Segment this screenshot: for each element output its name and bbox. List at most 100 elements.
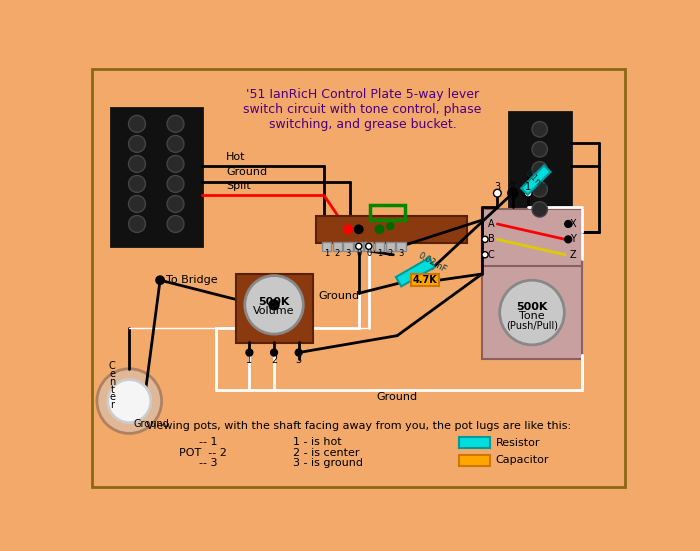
- Circle shape: [565, 236, 571, 242]
- Circle shape: [532, 142, 547, 157]
- Circle shape: [532, 182, 547, 197]
- Circle shape: [509, 190, 517, 197]
- Circle shape: [565, 221, 571, 227]
- Bar: [411, 274, 439, 287]
- Circle shape: [97, 369, 162, 434]
- Text: 0: 0: [366, 250, 372, 258]
- Text: 0: 0: [356, 250, 361, 258]
- Text: Ground: Ground: [133, 419, 169, 429]
- Circle shape: [508, 188, 517, 198]
- Text: (Push/Pull): (Push/Pull): [506, 321, 558, 331]
- Text: POT  -- 2: POT -- 2: [179, 447, 227, 458]
- Circle shape: [365, 243, 372, 250]
- Circle shape: [245, 276, 303, 334]
- Bar: [482, 209, 582, 359]
- Text: Ground: Ground: [377, 392, 418, 402]
- Bar: [344, 242, 353, 251]
- Circle shape: [355, 225, 363, 233]
- Circle shape: [167, 196, 184, 213]
- Text: 500K: 500K: [258, 297, 290, 307]
- Circle shape: [129, 196, 146, 213]
- Circle shape: [129, 136, 146, 153]
- Circle shape: [129, 115, 146, 132]
- Text: Resistor: Resistor: [496, 437, 540, 447]
- Text: C: C: [109, 361, 116, 371]
- Text: B: B: [488, 234, 495, 245]
- Text: e: e: [109, 392, 116, 402]
- Text: Viewing pots, with the shaft facing away from you, the pot lugs are like this:: Viewing pots, with the shaft facing away…: [146, 422, 571, 431]
- Text: To Bridge: To Bridge: [167, 275, 218, 285]
- Text: 2: 2: [271, 355, 277, 365]
- Circle shape: [344, 225, 352, 233]
- Bar: [322, 242, 331, 251]
- Text: 3: 3: [398, 250, 404, 258]
- Text: Tone: Tone: [519, 311, 545, 321]
- Bar: [235, 274, 312, 343]
- Text: Volume: Volume: [253, 306, 295, 316]
- Bar: [375, 242, 384, 251]
- Text: 500K: 500K: [517, 302, 547, 312]
- Text: Z: Z: [570, 250, 576, 260]
- Circle shape: [167, 136, 184, 153]
- Text: 1: 1: [246, 355, 253, 365]
- Text: 4.7K: 4.7K: [412, 275, 438, 285]
- Bar: [459, 437, 490, 448]
- Bar: [111, 109, 202, 246]
- Bar: [482, 209, 582, 266]
- Text: Capacitor: Capacitor: [496, 455, 550, 466]
- Text: X: X: [570, 219, 576, 229]
- Bar: [521, 165, 551, 195]
- Text: '51 IanRicH Control Plate 5-way lever
switch circuit with tone control, phase
sw: '51 IanRicH Control Plate 5-way lever sw…: [244, 88, 482, 131]
- Bar: [332, 242, 342, 251]
- Text: Y: Y: [570, 234, 575, 245]
- Text: -- 1: -- 1: [199, 437, 218, 447]
- Circle shape: [295, 349, 302, 355]
- Circle shape: [524, 190, 532, 197]
- Circle shape: [387, 223, 393, 229]
- Circle shape: [167, 155, 184, 172]
- Bar: [386, 242, 395, 251]
- Text: r: r: [111, 400, 114, 410]
- Circle shape: [532, 122, 547, 137]
- Text: 0.02mF: 0.02mF: [416, 251, 448, 274]
- Circle shape: [167, 115, 184, 132]
- Text: 3: 3: [494, 182, 500, 192]
- Bar: [396, 258, 435, 287]
- Bar: [459, 455, 490, 466]
- Circle shape: [270, 300, 279, 310]
- Circle shape: [246, 349, 253, 355]
- Circle shape: [108, 380, 151, 423]
- Text: Ground: Ground: [226, 167, 267, 177]
- Text: 3: 3: [345, 250, 351, 258]
- Text: 0.1mF: 0.1mF: [524, 168, 548, 192]
- Bar: [354, 242, 363, 251]
- Text: 3 - is ground: 3 - is ground: [293, 458, 363, 468]
- Text: 2: 2: [388, 250, 393, 258]
- Text: t: t: [111, 385, 114, 395]
- Circle shape: [532, 161, 547, 177]
- Bar: [364, 242, 373, 251]
- Text: Hot: Hot: [226, 152, 246, 161]
- Circle shape: [129, 215, 146, 233]
- Text: 1: 1: [525, 182, 531, 192]
- Circle shape: [482, 236, 488, 242]
- Circle shape: [482, 252, 488, 258]
- Circle shape: [167, 215, 184, 233]
- Bar: [509, 112, 570, 228]
- Circle shape: [271, 349, 277, 355]
- Circle shape: [167, 175, 184, 192]
- Text: C: C: [488, 250, 495, 260]
- Circle shape: [129, 175, 146, 192]
- Circle shape: [532, 202, 547, 217]
- Text: Ground: Ground: [318, 290, 360, 301]
- Text: 3: 3: [295, 355, 302, 365]
- Text: 2: 2: [335, 250, 339, 258]
- Text: e: e: [109, 369, 116, 379]
- Circle shape: [156, 277, 164, 284]
- Text: 1: 1: [377, 250, 382, 258]
- Text: -- 3: -- 3: [199, 458, 218, 468]
- Circle shape: [500, 280, 564, 345]
- Text: 1: 1: [324, 250, 329, 258]
- Circle shape: [129, 155, 146, 172]
- Bar: [316, 217, 466, 243]
